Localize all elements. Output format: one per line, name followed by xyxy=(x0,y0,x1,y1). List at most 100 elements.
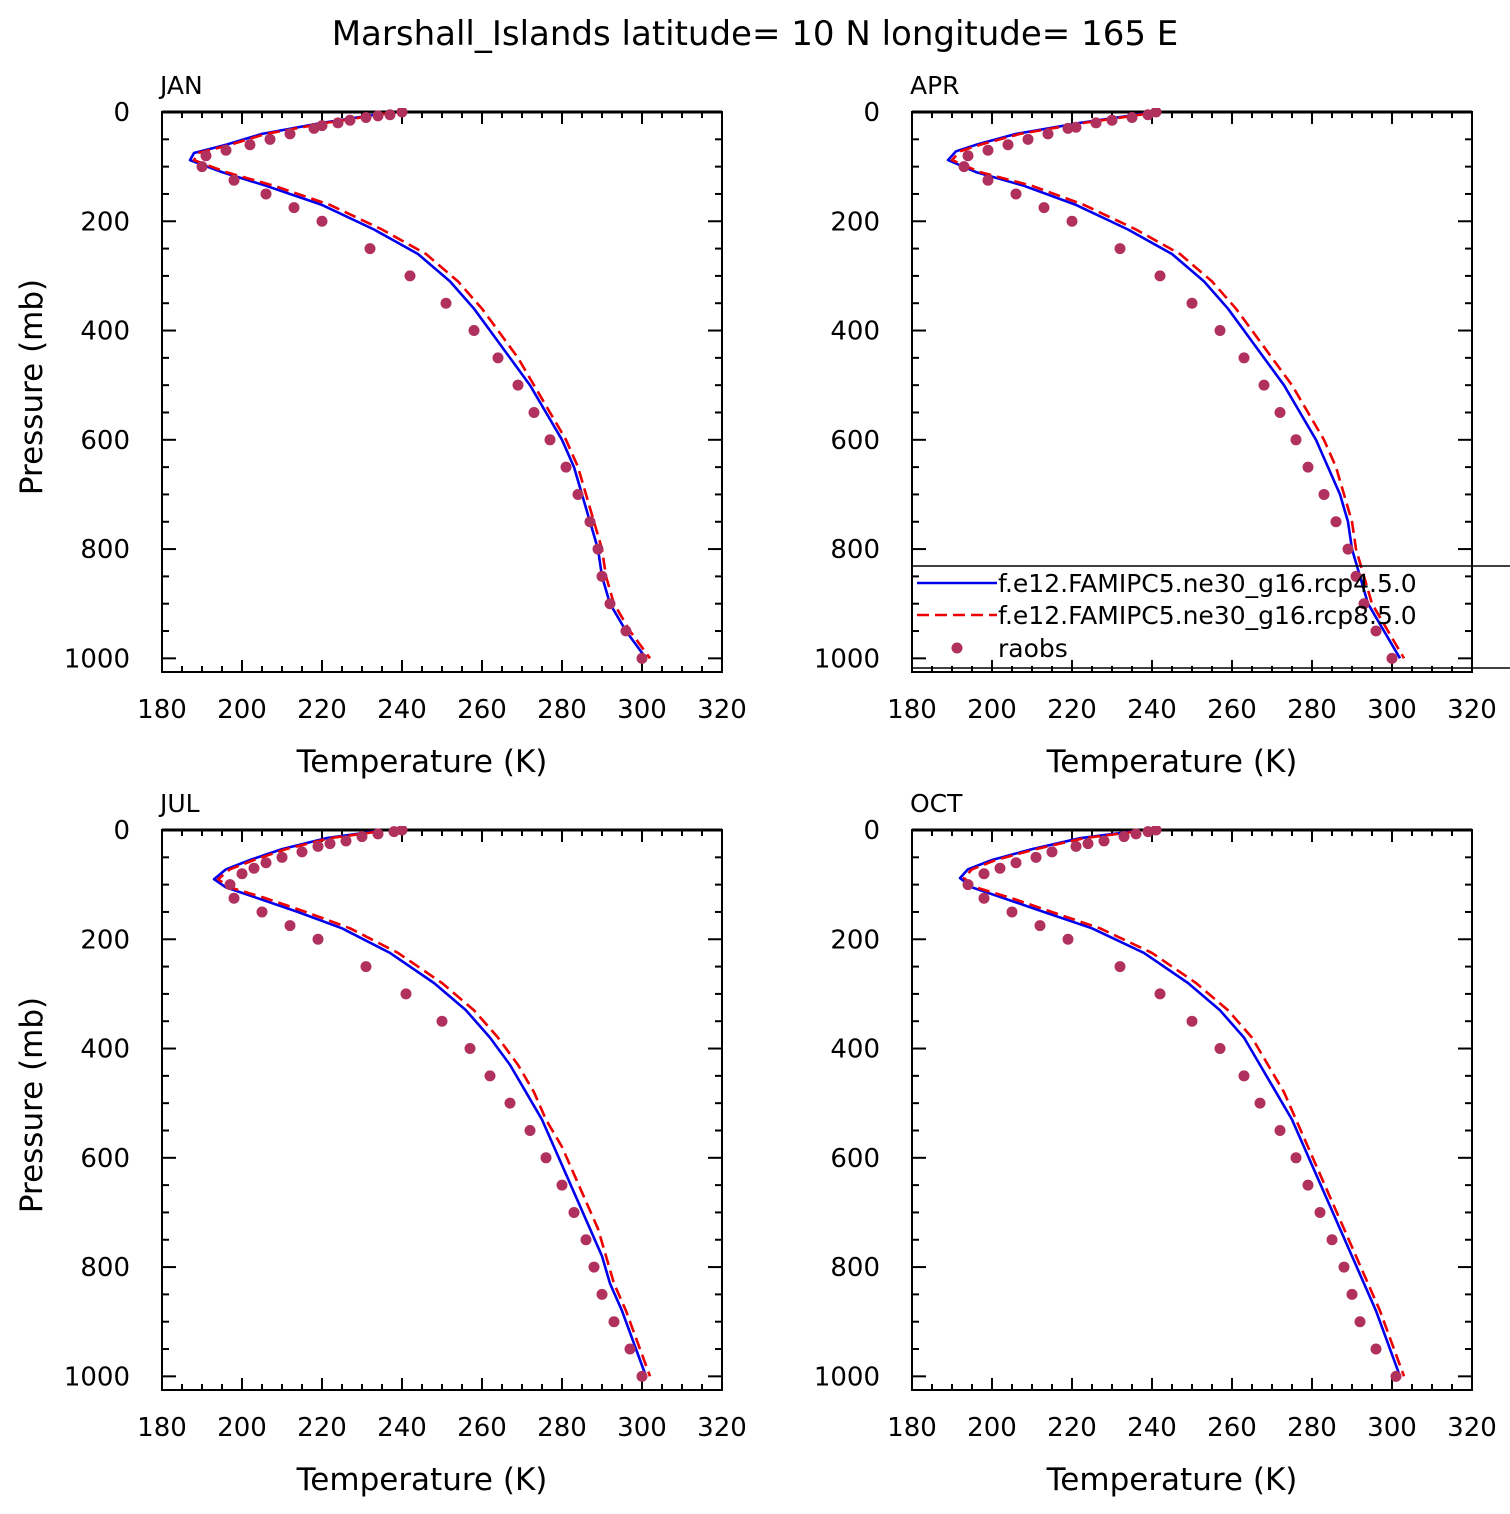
y-tick-label: 400 xyxy=(80,1035,130,1065)
data-point-raobs xyxy=(1186,297,1198,309)
data-point-raobs xyxy=(1354,1316,1366,1328)
data-point-raobs xyxy=(264,133,276,145)
data-point-raobs xyxy=(1214,1043,1226,1055)
data-point-raobs xyxy=(572,488,584,500)
data-point-raobs xyxy=(360,961,372,973)
data-point-raobs xyxy=(1130,828,1142,840)
data-point-raobs xyxy=(1238,1070,1250,1082)
panel-apr: 180 200 220 240 260 280 300 320 0 200 400 600 800 100… xyxy=(814,71,1497,780)
y-tick-label: 1000 xyxy=(814,1362,880,1392)
data-point-raobs xyxy=(1274,406,1286,418)
y-tick-label: 0 xyxy=(863,98,880,128)
x-tick-label: 320 xyxy=(1447,1413,1497,1443)
data-point-raobs xyxy=(596,570,608,582)
plot-frame xyxy=(161,111,723,673)
y-axis-title: Pressure (mb) xyxy=(14,279,50,495)
figure-title: Marshall_Islands latitude= 10 N longitud… xyxy=(332,14,1179,54)
data-point-raobs xyxy=(1302,1179,1314,1191)
data-point-raobs xyxy=(220,144,232,156)
x-tick-label: 320 xyxy=(697,1413,747,1443)
data-point-raobs xyxy=(962,150,974,162)
data-point-raobs xyxy=(248,862,260,874)
y-tick-label: 600 xyxy=(80,1144,130,1174)
data-point-raobs xyxy=(556,1179,568,1191)
data-point-raobs xyxy=(1318,488,1330,500)
data-point-raobs xyxy=(260,857,272,869)
data-point-raobs xyxy=(1274,1124,1286,1136)
x-tick-label: 260 xyxy=(1207,1413,1257,1443)
data-point-raobs xyxy=(1114,243,1126,255)
data-point-raobs xyxy=(224,879,236,891)
data-point-raobs xyxy=(982,174,994,186)
data-point-raobs xyxy=(1106,114,1118,126)
x-axis-title: Temperature (K) xyxy=(1046,1462,1298,1498)
data-point-raobs xyxy=(1342,543,1354,555)
data-point-raobs xyxy=(276,851,288,863)
data-point-raobs xyxy=(260,188,272,200)
data-point-raobs xyxy=(228,892,240,904)
y-tick-label: 1000 xyxy=(64,644,130,674)
y-tick-label: 0 xyxy=(863,816,880,846)
data-point-raobs xyxy=(1070,840,1082,852)
data-point-raobs xyxy=(492,352,504,364)
series-line-rcp45 xyxy=(958,830,1402,1377)
data-point-raobs xyxy=(1070,121,1082,133)
data-point-raobs xyxy=(620,625,632,637)
y-tick-label: 1000 xyxy=(64,1362,130,1392)
data-point-raobs xyxy=(524,1124,536,1136)
data-point-raobs xyxy=(636,652,648,664)
data-point-raobs xyxy=(1390,1370,1402,1382)
x-tick-label: 300 xyxy=(617,1413,667,1443)
data-point-raobs xyxy=(1142,826,1154,838)
y-tick-label: 800 xyxy=(80,535,130,565)
plot-frame xyxy=(161,829,723,1391)
data-point-raobs xyxy=(316,215,328,227)
series-line-rcp85 xyxy=(962,830,1406,1377)
data-point-raobs xyxy=(1154,270,1166,282)
data-point-raobs xyxy=(364,243,376,255)
x-tick-label: 260 xyxy=(1207,695,1257,725)
data-point-raobs xyxy=(200,150,212,162)
x-tick-label: 280 xyxy=(537,1413,587,1443)
data-point-raobs xyxy=(312,933,324,945)
panel-jul: 180 200 220 240 260 280 300 320 0 200 400 600 800 100… xyxy=(14,789,747,1498)
data-point-raobs xyxy=(982,144,994,156)
panels: 180 200 220 240 260 280 300 320 0 200 400 600 800 100… xyxy=(14,71,1497,1498)
series-group xyxy=(212,826,652,1382)
x-tick-label: 300 xyxy=(617,695,667,725)
data-point-raobs xyxy=(1330,516,1342,528)
data-point-raobs xyxy=(296,846,308,858)
x-tick-label: 240 xyxy=(1127,1413,1177,1443)
x-tick-label: 200 xyxy=(967,1413,1017,1443)
data-point-raobs xyxy=(384,109,396,121)
x-tick-label: 180 xyxy=(887,1413,937,1443)
series-line-rcp45 xyxy=(212,830,648,1377)
x-tick-label: 240 xyxy=(377,1413,427,1443)
data-point-raobs xyxy=(568,1206,580,1218)
y-tick-label: 0 xyxy=(113,816,130,846)
data-point-raobs xyxy=(1302,461,1314,473)
data-point-raobs xyxy=(962,879,974,891)
x-tick-label: 320 xyxy=(1447,695,1497,725)
panel-label: OCT xyxy=(910,789,963,818)
data-point-raobs xyxy=(1038,202,1050,214)
data-point-raobs xyxy=(1006,906,1018,918)
x-tick-label: 200 xyxy=(217,1413,267,1443)
data-point-raobs xyxy=(1062,933,1074,945)
data-point-raobs xyxy=(196,161,208,173)
data-point-raobs xyxy=(528,406,540,418)
series-line-rcp85 xyxy=(950,112,1406,659)
data-point-raobs xyxy=(1290,434,1302,446)
x-tick-label: 300 xyxy=(1367,1413,1417,1443)
data-point-raobs xyxy=(580,1234,592,1246)
y-tick-label: 400 xyxy=(80,317,130,347)
data-point-raobs xyxy=(440,297,452,309)
data-point-raobs xyxy=(372,110,384,122)
data-point-raobs xyxy=(1114,961,1126,973)
x-tick-label: 280 xyxy=(1287,1413,1337,1443)
x-tick-label: 200 xyxy=(967,695,1017,725)
data-point-raobs xyxy=(1258,379,1270,391)
legend-label: f.e12.FAMIPC5.ne30_g16.rcp8.5.0 xyxy=(998,601,1417,630)
data-point-raobs xyxy=(504,1097,516,1109)
